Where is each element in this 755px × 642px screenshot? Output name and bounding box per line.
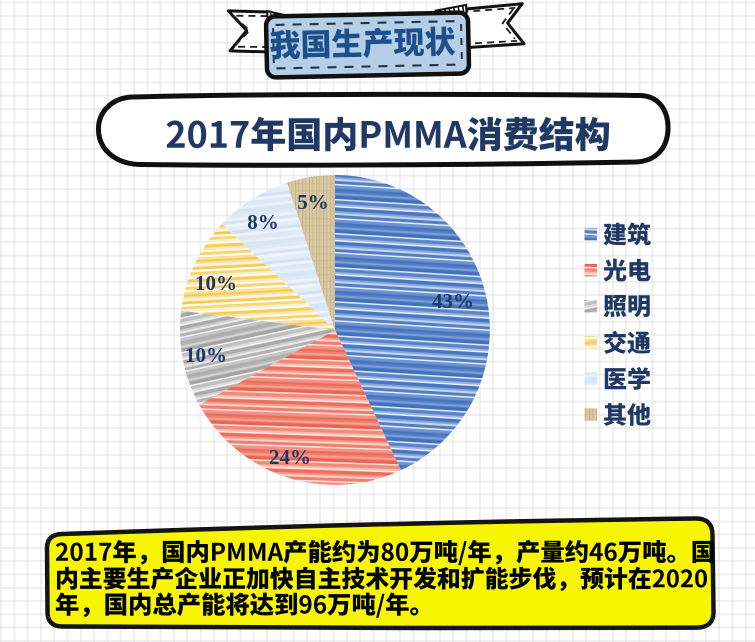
svg-text:5%: 5%	[297, 190, 329, 214]
svg-text:24%: 24%	[269, 445, 311, 469]
svg-text:43%: 43%	[432, 289, 474, 313]
svg-text:10%: 10%	[185, 343, 227, 367]
svg-text:10%: 10%	[195, 271, 237, 295]
svg-text:8%: 8%	[247, 210, 279, 234]
